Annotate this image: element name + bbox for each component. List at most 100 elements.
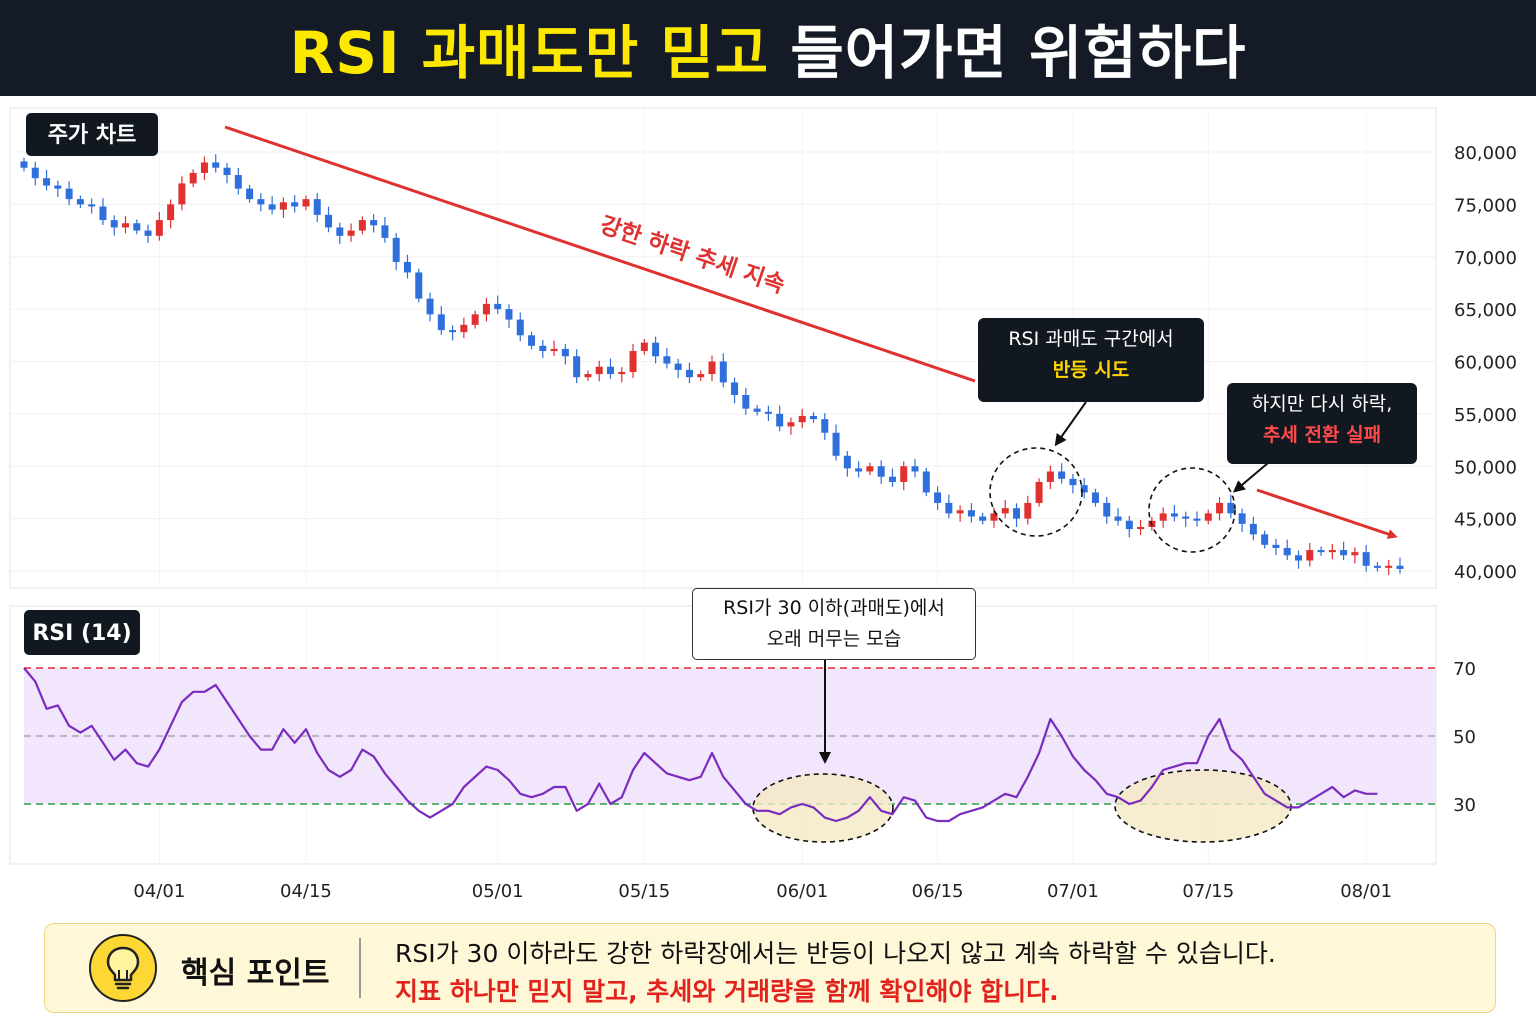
x-tick: 08/01 — [1340, 881, 1392, 902]
candle — [606, 358, 614, 379]
candle-body — [1170, 513, 1178, 517]
candle-body — [979, 516, 987, 521]
candle — [268, 196, 276, 215]
candle — [1249, 516, 1257, 541]
rsi-y-tick: 70 — [1453, 659, 1476, 680]
candle-body — [731, 382, 739, 396]
candle-body — [967, 510, 975, 517]
candle-body — [1340, 550, 1348, 556]
candle-body — [1058, 471, 1066, 479]
candle-body — [1317, 550, 1325, 553]
candle-body — [719, 361, 727, 383]
candle-body — [403, 261, 411, 273]
candle-body — [539, 345, 547, 352]
candle-body — [798, 415, 806, 423]
candle-body — [1328, 550, 1336, 553]
candle — [1137, 519, 1145, 536]
candle — [663, 347, 671, 369]
candle — [460, 317, 468, 339]
candle-body — [1091, 492, 1099, 503]
candle-body — [663, 356, 671, 364]
candle — [392, 233, 400, 271]
candle — [133, 219, 141, 235]
candle-body — [370, 220, 378, 226]
candle-body — [584, 374, 592, 378]
fail-circle — [1148, 467, 1236, 553]
candle-body — [505, 309, 513, 320]
price-y-tick: 70,000 — [1454, 248, 1517, 269]
title-highlight: RSI 과매도만 믿고 — [289, 19, 770, 87]
candle — [257, 193, 265, 212]
candle — [426, 292, 434, 322]
candle-body — [88, 204, 96, 207]
candles — [20, 154, 1404, 575]
candle-body — [76, 199, 84, 205]
x-tick: 05/15 — [618, 881, 670, 902]
candle-body — [1396, 565, 1404, 569]
candle — [43, 169, 51, 191]
candle-body — [685, 369, 693, 378]
candle-body — [934, 492, 942, 503]
x-tick: 06/01 — [776, 881, 828, 902]
candle-body — [257, 199, 265, 205]
candle — [381, 217, 389, 243]
candle — [731, 377, 739, 404]
candle-body — [494, 303, 502, 310]
callout-fail-line1: 하지만 다시 하락, — [1251, 393, 1393, 415]
candle-body — [629, 351, 637, 372]
candle — [877, 460, 885, 484]
candle — [1351, 547, 1359, 564]
candle-body — [787, 422, 795, 427]
candle-body — [922, 471, 930, 493]
candle — [787, 417, 795, 435]
candle-body — [54, 185, 62, 189]
candle-body — [1351, 552, 1359, 556]
candle-body — [122, 223, 130, 228]
candle-body — [1204, 513, 1212, 521]
candle — [810, 412, 818, 423]
candle — [652, 336, 660, 364]
candle — [1238, 508, 1246, 533]
fail-pointer — [1232, 462, 1269, 493]
candle — [640, 338, 648, 355]
candle — [1261, 530, 1269, 549]
x-tick: 04/15 — [280, 881, 332, 902]
candle-body — [471, 314, 479, 325]
candle-body — [595, 366, 603, 375]
candle — [20, 157, 28, 172]
candle-body — [764, 411, 772, 414]
candle-body — [753, 408, 761, 412]
rsi-note-line2: 오래 머무는 모습 — [766, 628, 902, 650]
x-tick: 07/15 — [1182, 881, 1234, 902]
candle — [1091, 488, 1099, 507]
candle-body — [1080, 485, 1088, 493]
page-title: RSI 과매도만 믿고 들어가면 위험하다 — [290, 6, 1247, 90]
candle-body — [1013, 508, 1021, 519]
candle-body — [200, 162, 208, 173]
candle-body — [1137, 527, 1145, 530]
candle — [1396, 557, 1404, 574]
candle — [550, 340, 558, 356]
candle-body — [234, 175, 242, 189]
candle-body — [1373, 565, 1381, 568]
candle — [99, 198, 107, 225]
trend-arrow — [224, 125, 976, 383]
callout-fail-line2: 추세 전환 실패 — [1262, 424, 1382, 446]
price-panel — [9, 107, 1437, 589]
candle — [629, 343, 637, 378]
callout-bounce: RSI 과매도 구간에서 반등 시도 — [978, 318, 1204, 402]
candle-body — [900, 466, 908, 482]
title-banner: RSI 과매도만 믿고 들어가면 위험하다 — [0, 0, 1536, 96]
rsi-note: RSI가 30 이하(과매도)에서 오래 머무는 모습 — [692, 588, 976, 660]
candle — [471, 310, 479, 329]
candle-body — [1069, 478, 1077, 486]
candle-body — [1035, 481, 1043, 503]
candle-body — [832, 432, 840, 456]
price-y-tick: 60,000 — [1454, 353, 1517, 374]
candle-body — [708, 361, 716, 375]
candle — [65, 181, 73, 206]
candle — [1294, 550, 1302, 569]
candle-body — [31, 167, 39, 179]
oversold-highlight-2 — [1114, 769, 1292, 843]
candle — [516, 312, 524, 342]
